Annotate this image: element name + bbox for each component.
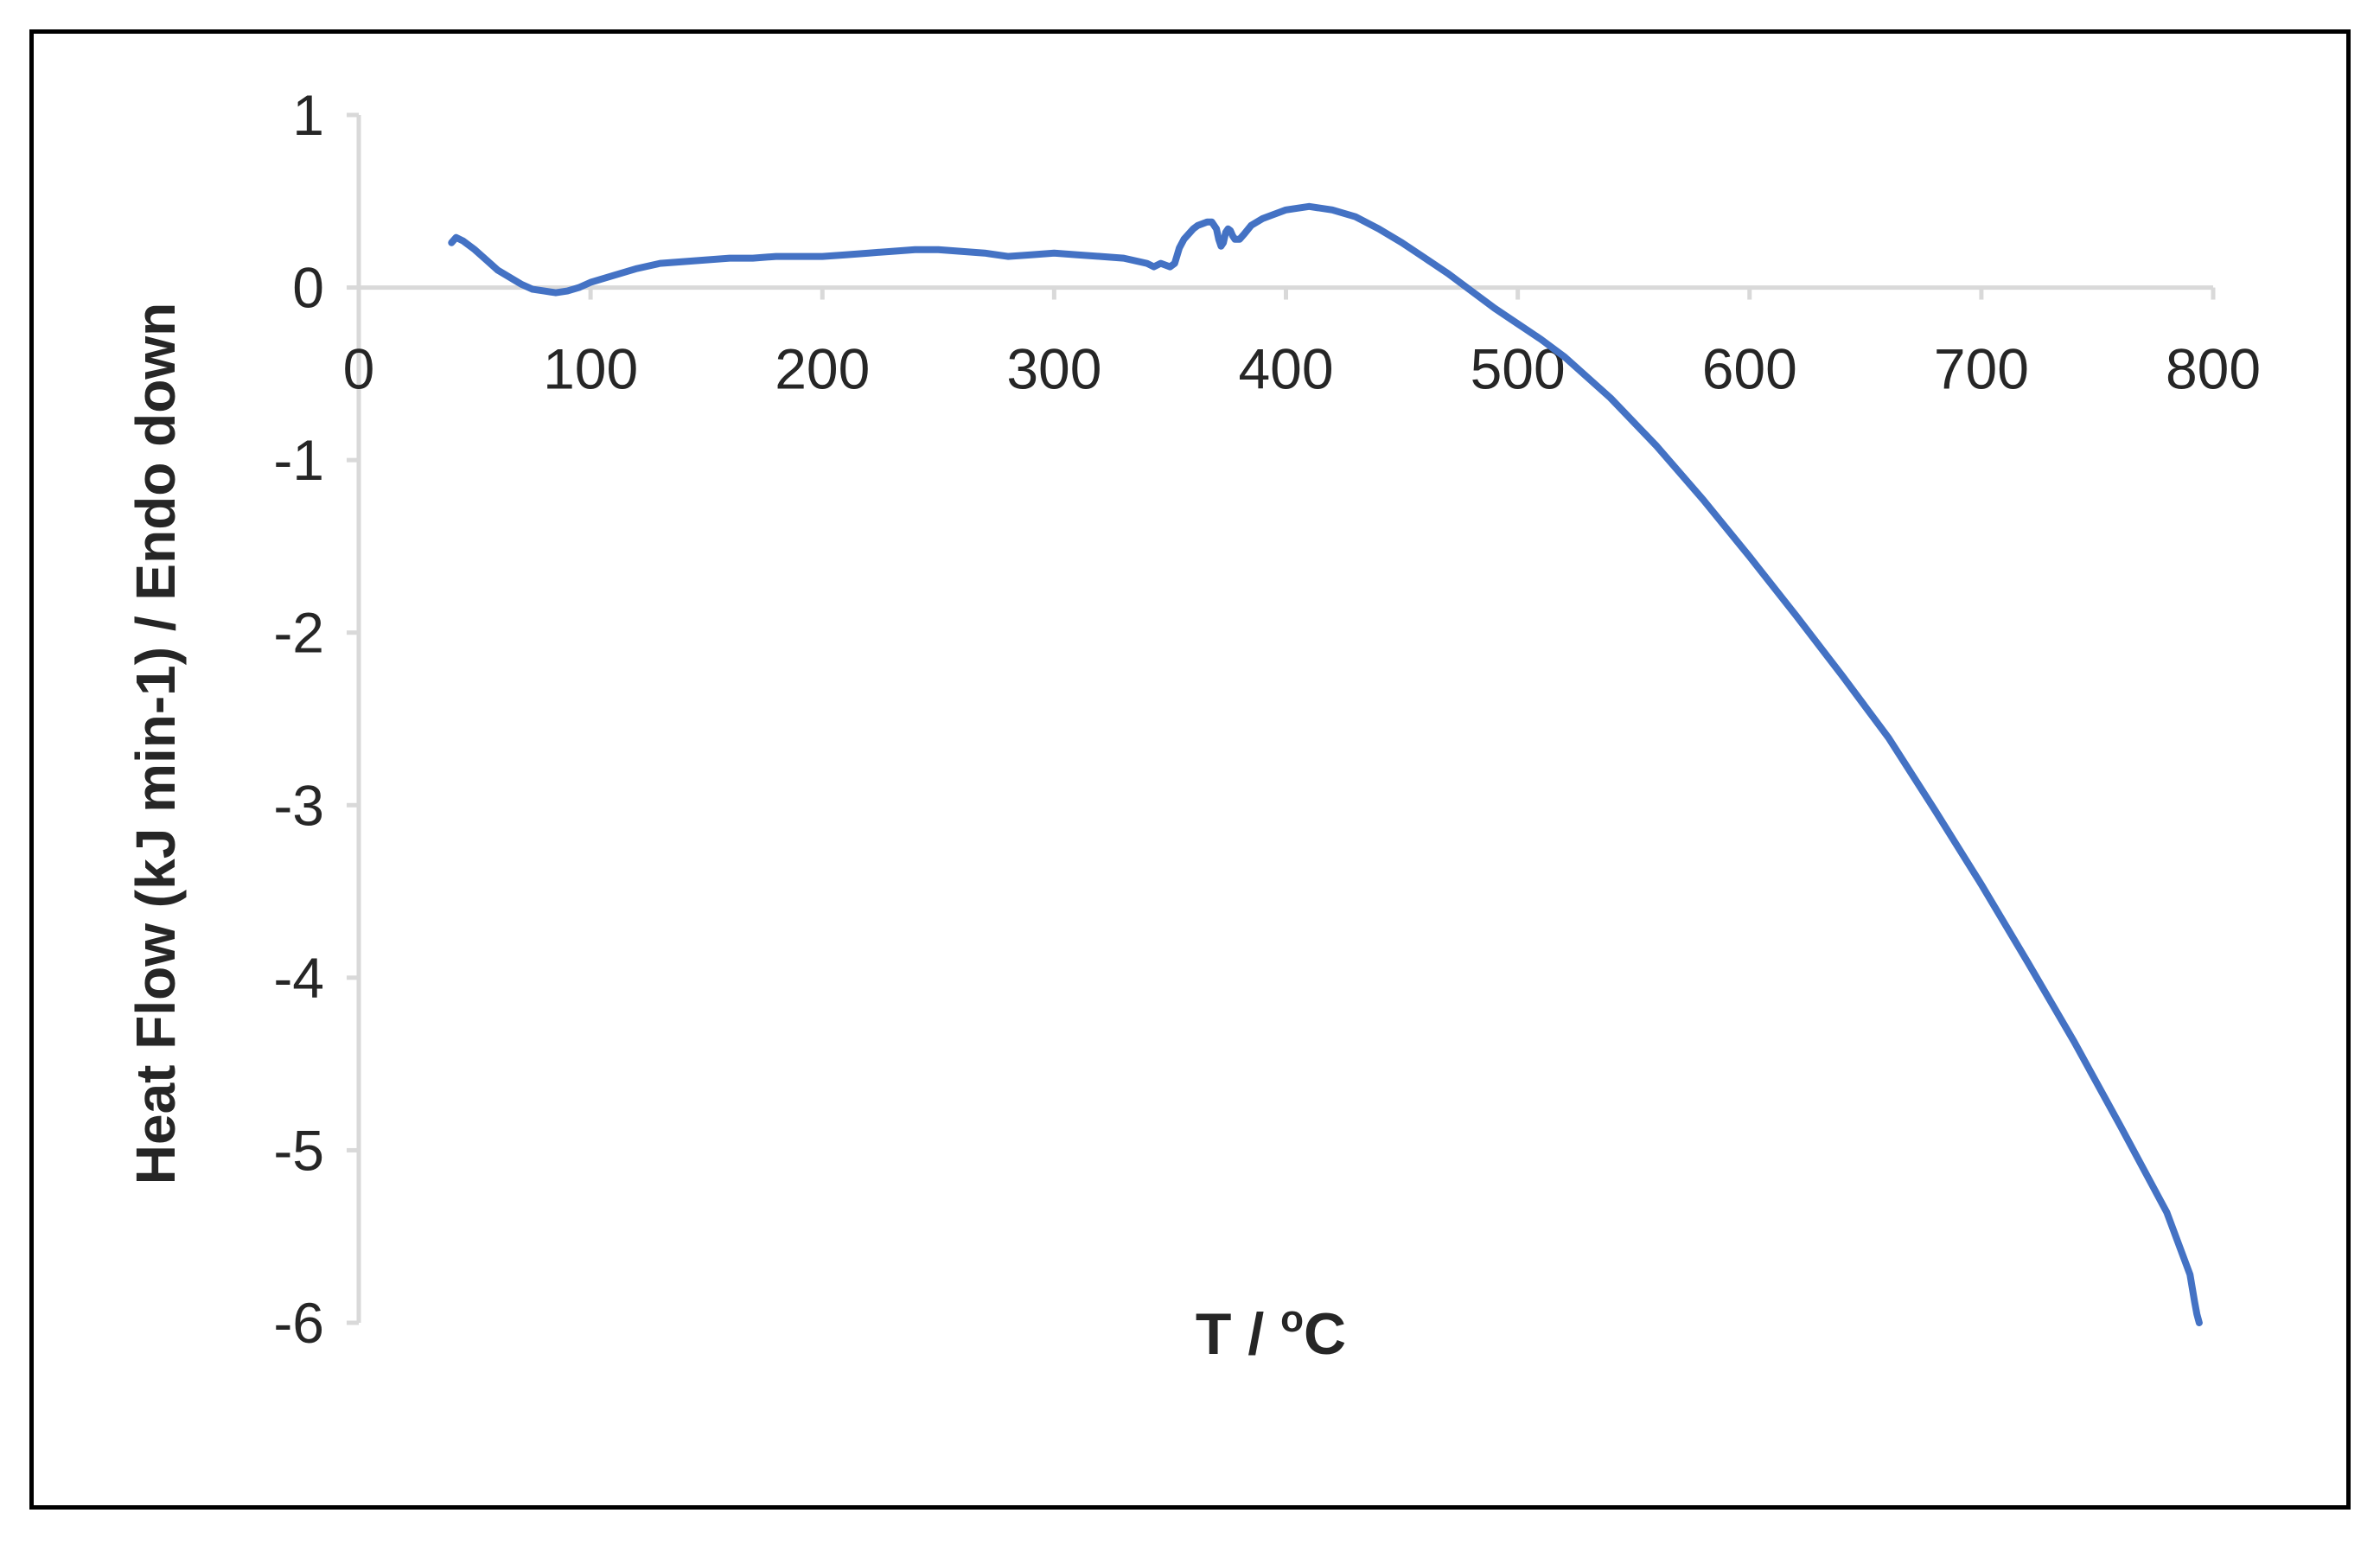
y-tick-label: -1 <box>273 428 324 492</box>
y-tick-label: -5 <box>273 1118 324 1182</box>
chart-frame <box>29 29 2351 1510</box>
y-ticks: 1 0 -1 -2 -3 -4 -5 -6 <box>273 83 359 1355</box>
x-tick-label: 300 <box>1006 337 1101 401</box>
x-ticks: 0 100 200 300 400 500 600 700 800 <box>343 287 2261 401</box>
x-tick-label: 100 <box>543 337 638 401</box>
x-axis-title: T / oC <box>1196 1298 1346 1367</box>
x-tick-label: 700 <box>1934 337 2029 401</box>
x-tick-label: 800 <box>2166 337 2261 401</box>
x-tick-label: 600 <box>1702 337 1797 401</box>
series-layer <box>448 202 2203 1326</box>
y-tick-label: 0 <box>292 256 324 320</box>
series-line-1 <box>448 202 2203 1326</box>
x-tick-label: 400 <box>1238 337 1333 401</box>
y-tick-label: -4 <box>273 946 324 1010</box>
y-tick-label: -3 <box>273 773 324 837</box>
y-tick-label: 1 <box>292 83 324 147</box>
y-tick-label: -2 <box>273 601 324 665</box>
x-tick-label: 0 <box>343 337 375 401</box>
y-axis-title: Heat Flow (kJ min-1) / Endo down <box>124 303 187 1184</box>
y-tick-label: -6 <box>273 1291 324 1355</box>
x-tick-label: 200 <box>775 337 870 401</box>
